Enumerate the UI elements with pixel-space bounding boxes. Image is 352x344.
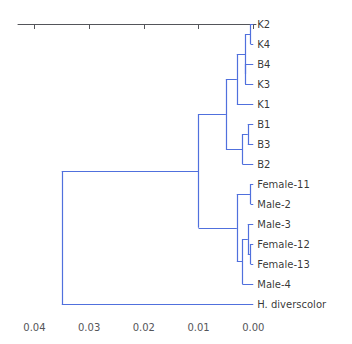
svg-text:Male-2: Male-2 [257, 199, 291, 210]
svg-text:K3: K3 [257, 79, 270, 90]
svg-text:B3: B3 [257, 139, 270, 150]
svg-text:Male-3: Male-3 [257, 219, 291, 230]
svg-text:Female-11: Female-11 [257, 179, 310, 190]
svg-text:0.03: 0.03 [78, 322, 100, 333]
svg-text:H. diverscolor: H. diverscolor [257, 299, 327, 310]
svg-text:B4: B4 [257, 59, 270, 70]
svg-text:K2: K2 [257, 19, 270, 30]
svg-text:0.02: 0.02 [133, 322, 155, 333]
svg-text:K1: K1 [257, 99, 270, 110]
svg-text:Female-12: Female-12 [257, 239, 310, 250]
svg-text:0.01: 0.01 [187, 322, 209, 333]
svg-text:B1: B1 [257, 119, 270, 130]
svg-text:K4: K4 [257, 39, 270, 50]
svg-text:Male-4: Male-4 [257, 279, 291, 290]
svg-text:Female-13: Female-13 [257, 259, 310, 270]
svg-text:0.04: 0.04 [23, 322, 45, 333]
svg-text:0.00: 0.00 [242, 322, 264, 333]
svg-text:B2: B2 [257, 159, 270, 170]
